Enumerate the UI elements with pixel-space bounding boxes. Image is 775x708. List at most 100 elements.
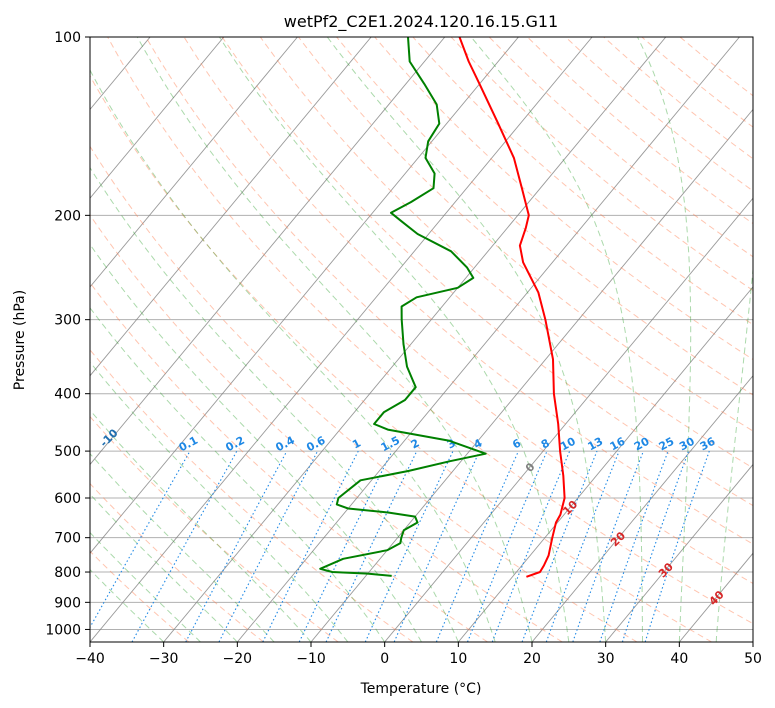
isotherm-line	[90, 37, 446, 466]
dry-adiabat-line	[641, 37, 753, 128]
dry-adiabat-line	[107, 37, 753, 625]
isobar-grid	[90, 37, 753, 630]
moist-adiabats	[90, 37, 753, 642]
mixing-ratio-label: 13	[586, 435, 606, 454]
y-tick-label: 300	[54, 313, 81, 329]
mixing-ratio-line	[599, 450, 669, 642]
moist-adiabat-line	[470, 37, 643, 642]
moist-adiabat-line	[90, 361, 349, 642]
y-tick-label: 400	[54, 387, 81, 403]
dry-adiabat-line	[90, 214, 563, 642]
y-tick-label: 200	[54, 208, 81, 224]
y-tick-label: 700	[54, 531, 81, 547]
mixing-ratio-line	[521, 450, 598, 642]
isotherm-line	[90, 37, 298, 288]
isotherm-line	[90, 37, 225, 199]
x-tick-label: 30	[597, 651, 615, 667]
dry-adiabat-label: -10	[97, 426, 120, 449]
mixing-ratio-line	[262, 450, 359, 642]
moist-adiabat-line	[218, 37, 570, 642]
line-labels: 0.10.20.40.611.52346810131620253036-100-…	[97, 426, 726, 608]
x-tick-label: −40	[75, 651, 105, 667]
moist-adiabat-line	[90, 568, 165, 642]
dry-adiabat-line	[679, 37, 753, 97]
y-tick-label: 100	[54, 30, 81, 46]
mixing-ratio-line	[298, 450, 393, 642]
mixing-ratio-label: 2	[409, 436, 422, 451]
dry-adiabat-line	[90, 74, 712, 642]
y-tick-label: 1000	[45, 622, 81, 638]
isotherm-line	[605, 463, 753, 642]
mixing-ratio-line	[90, 450, 191, 629]
dry-adiabat-line	[90, 145, 638, 642]
y-axis: 100 200 300 400 500 600 700 800 900 1000	[45, 30, 90, 638]
x-axis-title: Temperature (°C)	[360, 681, 482, 697]
isotherm-line	[0, 37, 3, 642]
dry-adiabat-line	[90, 482, 264, 642]
moist-adiabat-line	[90, 531, 201, 642]
mixing-ratio-label: 6	[510, 436, 523, 451]
mixing-ratio-label: 36	[698, 435, 718, 454]
mixing-ratio-line	[185, 450, 288, 642]
moist-adiabat-line	[90, 452, 275, 642]
isotherm-line	[678, 552, 753, 642]
moist-adiabat-line	[136, 37, 533, 642]
x-tick-label: −20	[223, 651, 253, 667]
dry-adiabat-line	[259, 37, 753, 469]
dewpoint-line	[319, 37, 487, 577]
dry-adiabat-line	[90, 281, 488, 642]
isotherm-line	[310, 108, 753, 642]
isotherm-line	[236, 37, 740, 642]
isotherm-line	[90, 37, 519, 554]
x-tick-label: 0	[380, 651, 389, 667]
y-tick-label: 800	[54, 565, 81, 581]
dry-adiabat-line	[90, 415, 339, 642]
dry-adiabat-line	[336, 37, 753, 396]
plot-area: 0.10.20.40.611.52346810131620253036-100-…	[0, 37, 753, 642]
mixing-ratio-label: 20	[632, 435, 652, 454]
mixing-ratio-line	[364, 450, 454, 642]
mixing-ratio-line	[218, 450, 319, 642]
dry-adiabat-line	[412, 37, 753, 326]
mixing-ratio-label: 1	[350, 436, 363, 451]
mixing-ratio-line	[131, 450, 238, 642]
moist-adiabat-line	[715, 264, 753, 642]
moist-adiabat-line	[90, 493, 238, 642]
moist-adiabat-line	[637, 37, 692, 642]
temperature-line	[458, 37, 566, 578]
moist-adiabat-line	[90, 166, 459, 642]
mixing-ratio-line	[435, 450, 519, 642]
moist-adiabat-line	[90, 243, 422, 642]
mixing-ratio-line	[466, 450, 548, 642]
dry-adiabat-line	[488, 37, 753, 258]
x-tick-label: 50	[744, 651, 762, 667]
x-tick-label: 20	[523, 651, 541, 667]
dry-adiabat-line	[183, 37, 753, 545]
dry-adiabat-line	[221, 37, 753, 507]
dry-adiabat-line	[90, 550, 190, 642]
x-tick-label: 40	[670, 651, 688, 667]
moist-adiabat-line	[90, 69, 496, 642]
sounding-series	[319, 37, 566, 578]
moist-adiabat-line	[326, 37, 607, 642]
chart-title: wetPf2_C2E1.2024.120.16.15.G11	[284, 12, 558, 32]
dry-adiabat-line	[374, 37, 753, 361]
y-axis-title: Pressure (hPa)	[12, 290, 28, 390]
x-tick-label: −10	[296, 651, 326, 667]
moist-adiabat-line	[90, 307, 386, 642]
x-tick-label: 10	[449, 651, 467, 667]
isotherm-line	[457, 286, 753, 642]
y-tick-label: 900	[54, 595, 81, 611]
dry-adiabat-line	[565, 37, 753, 192]
x-tick-label: −30	[149, 651, 179, 667]
mixing-ratio-lines	[90, 450, 710, 642]
mixing-ratio-label: 10	[558, 435, 578, 454]
isotherm-line	[90, 37, 593, 642]
mixing-ratio-line	[545, 450, 620, 642]
x-axis: −40 −30 −20 −10 0 10 20 30 40 50	[75, 642, 762, 667]
isotherm-line	[384, 197, 753, 642]
y-tick-label: 500	[54, 444, 81, 460]
mixing-ratio-label: 30	[677, 435, 697, 454]
isotherm-line	[90, 37, 372, 377]
